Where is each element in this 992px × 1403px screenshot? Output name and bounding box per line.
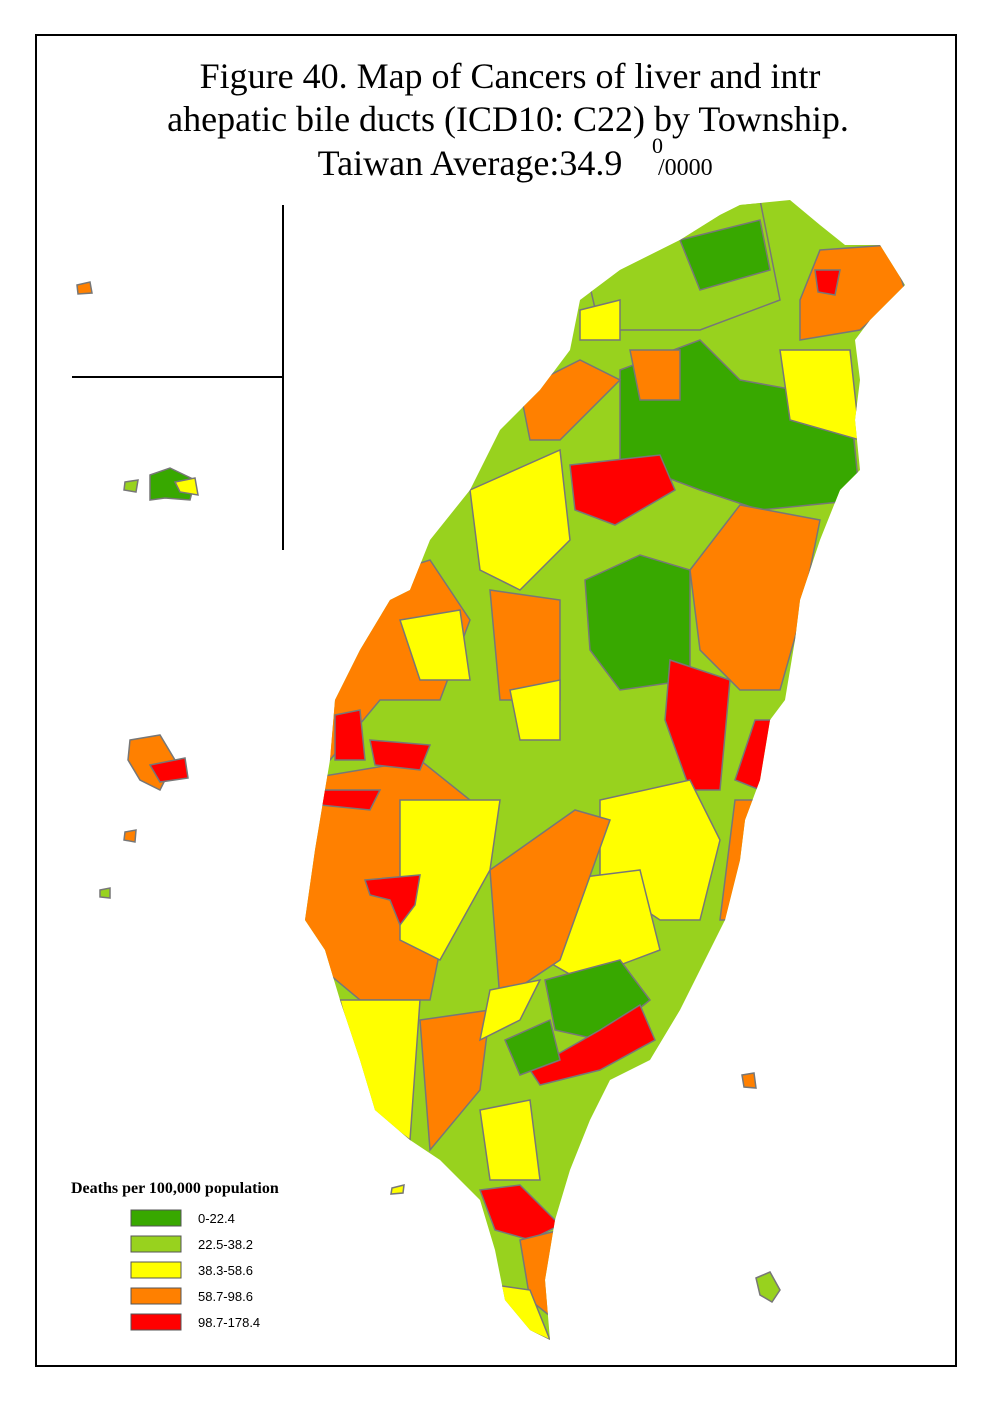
island — [173, 477, 199, 496]
region — [678, 219, 771, 291]
region — [504, 1018, 561, 1076]
legend-swatch — [130, 1261, 182, 1279]
island — [390, 1184, 405, 1195]
region — [478, 978, 542, 1042]
region — [629, 349, 681, 401]
region — [419, 1009, 491, 1152]
legend-label: 58.7-98.6 — [198, 1289, 253, 1304]
legend-swatch — [130, 1287, 182, 1305]
unit: /0000 — [658, 155, 713, 181]
region — [489, 809, 611, 1002]
island — [755, 1271, 781, 1304]
superscript: 0 — [652, 133, 663, 158]
island — [123, 479, 139, 493]
title-line: ahepatic bile ducts (ICD10: C22) by Town… — [167, 99, 849, 139]
island — [76, 281, 93, 295]
region — [569, 454, 676, 526]
region — [399, 609, 471, 681]
island — [123, 829, 137, 843]
legend-label: 22.5-38.2 — [198, 1237, 253, 1252]
island — [148, 757, 189, 783]
region — [369, 739, 432, 771]
region — [579, 299, 621, 341]
legend-label: 98.7-178.4 — [198, 1315, 260, 1330]
region — [528, 1003, 656, 1086]
title-line: Taiwan Average:34.9 — [318, 143, 623, 183]
region — [363, 874, 421, 927]
outlying-islands — [76, 281, 781, 1304]
region — [689, 504, 821, 691]
region — [814, 269, 841, 296]
region — [509, 679, 561, 741]
region — [334, 709, 366, 761]
title-line: Figure 40. Map of Cancers of liver and i… — [200, 56, 821, 96]
legend-label: 0-22.4 — [198, 1211, 235, 1226]
region — [469, 448, 571, 591]
region — [478, 1184, 562, 1241]
region — [664, 658, 731, 791]
island — [741, 1072, 757, 1089]
region — [479, 1099, 541, 1181]
legend-swatch — [130, 1235, 182, 1253]
legend-swatch — [130, 1313, 182, 1331]
legend-swatch — [130, 1209, 182, 1227]
island — [99, 887, 111, 899]
legend: 0-22.4 22.5-38.2 38.3-58.6 58.7-98.6 98.7-17… — [130, 1209, 260, 1331]
legend-title: Deaths per 100,000 population — [71, 1180, 279, 1197]
legend-label: 38.3-58.6 — [198, 1263, 253, 1278]
